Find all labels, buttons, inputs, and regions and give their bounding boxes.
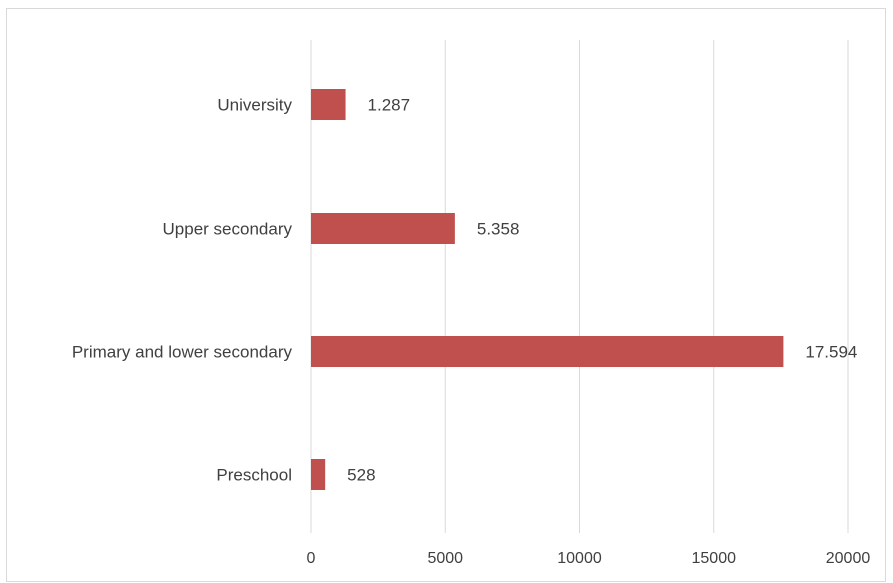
category-label: University — [217, 96, 292, 115]
x-tick-label: 15000 — [692, 550, 737, 567]
category-label: Upper secondary — [163, 220, 293, 239]
x-tick-labels: 0 5000 10000 15000 20000 — [307, 550, 871, 567]
x-tick-label: 5000 — [427, 550, 463, 567]
data-label: 1.287 — [368, 96, 411, 115]
data-label: 17.594 — [805, 343, 857, 362]
x-tick-label: 0 — [307, 550, 316, 567]
data-label: 528 — [347, 466, 375, 485]
data-label: 5.358 — [477, 220, 520, 239]
bar — [311, 89, 346, 120]
bars — [311, 89, 784, 490]
chart-area — [6, 8, 886, 582]
x-tick-label: 20000 — [826, 550, 871, 567]
category-labels: University Upper secondary Primary and low… — [72, 96, 293, 485]
bar — [311, 336, 784, 367]
gridlines — [310, 40, 849, 533]
data-labels: 1.287 5.358 17.594 528 — [347, 96, 857, 485]
bar — [311, 459, 326, 490]
category-label: Preschool — [216, 466, 292, 485]
bar — [311, 213, 455, 244]
category-label: Primary and lower secondary — [72, 343, 293, 362]
x-tick-label: 10000 — [557, 550, 602, 567]
